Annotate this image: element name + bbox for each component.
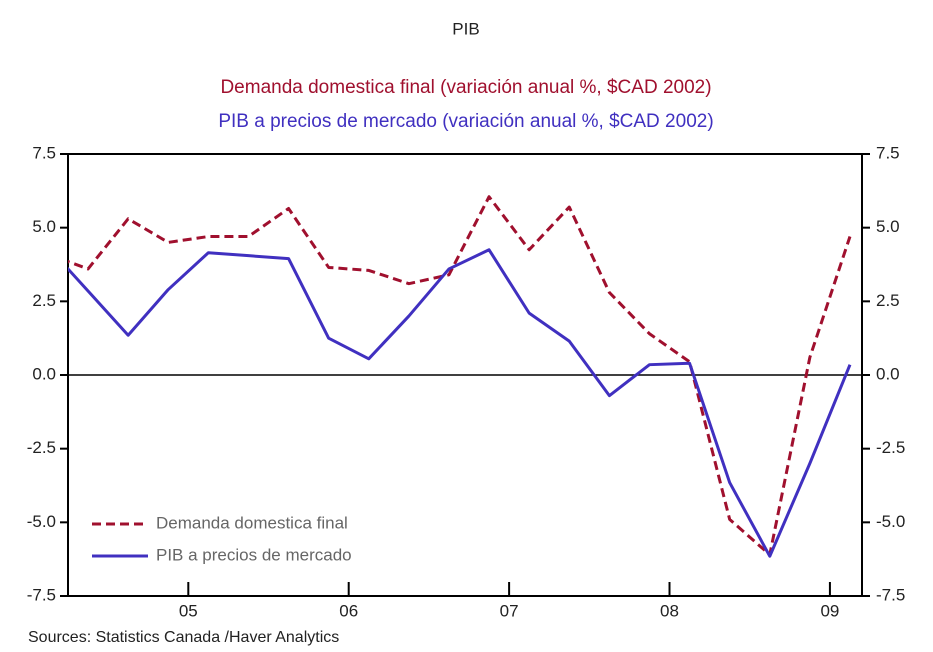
legend-label: Demanda domestica final xyxy=(156,513,348,532)
series-line xyxy=(68,195,852,557)
legend-label: PIB a precios de mercado xyxy=(156,545,352,564)
y-tick-label: 5.0 xyxy=(32,217,56,236)
x-tick-label: 08 xyxy=(660,601,679,620)
y-tick-label: 2.5 xyxy=(32,291,56,310)
x-tick-label: 06 xyxy=(339,601,358,620)
x-tick-label: 07 xyxy=(500,601,519,620)
y-tick-label: -2.5 xyxy=(27,438,56,457)
subtitle: PIB a precios de mercado (variación anua… xyxy=(218,111,713,132)
x-tick-label: 05 xyxy=(179,601,198,620)
y2-tick-label: -7.5 xyxy=(876,585,905,604)
y2-tick-label: 5.0 xyxy=(876,217,900,236)
y-tick-label: -7.5 xyxy=(27,585,56,604)
source: Sources: Statistics Canada /Haver Analyt… xyxy=(28,629,339,646)
chart-title: PIB xyxy=(452,19,479,38)
y-tick-label: -5.0 xyxy=(27,512,56,531)
lines xyxy=(68,195,852,558)
y-tick-label: 7.5 xyxy=(32,143,56,162)
y2-tick-label: -5.0 xyxy=(876,512,905,531)
subtitle: Demanda domestica final (variación anual… xyxy=(220,77,711,98)
y2-tick-label: 7.5 xyxy=(876,143,900,162)
y2-tick-label: -2.5 xyxy=(876,438,905,457)
y2-tick-label: 2.5 xyxy=(876,291,900,310)
y2-tick-label: 0.0 xyxy=(876,364,900,383)
y-tick-label: 0.0 xyxy=(32,364,56,383)
x-tick-label: 09 xyxy=(820,601,839,620)
series-line xyxy=(68,248,852,558)
